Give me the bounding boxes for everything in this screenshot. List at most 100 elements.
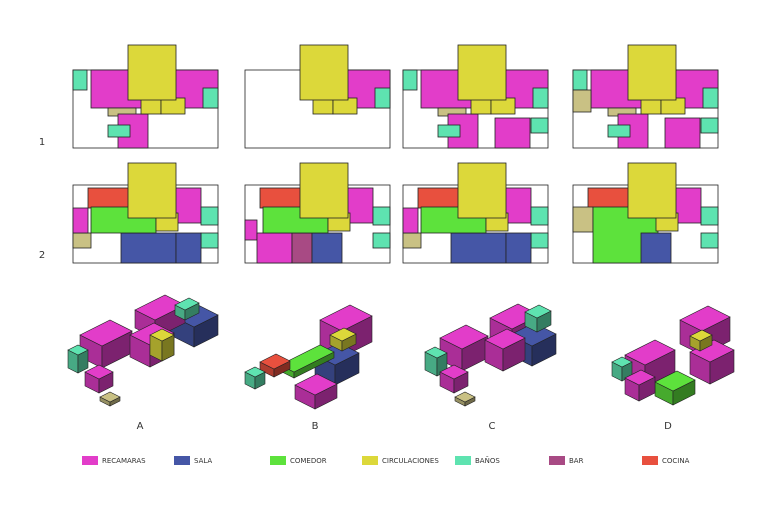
block-top: [259, 353, 291, 370]
block-top: [79, 319, 133, 347]
room: [374, 87, 391, 109]
column-label: D: [664, 421, 672, 432]
room: [120, 232, 177, 264]
block-top: [424, 346, 448, 359]
room: [256, 232, 293, 264]
room: [259, 187, 306, 209]
block-top: [319, 304, 373, 332]
room: [530, 232, 549, 249]
room: [572, 69, 588, 91]
room: [587, 187, 634, 209]
block-top: [454, 391, 476, 403]
block-top: [149, 328, 175, 342]
legend: RECAMARAS SALA COMEDOR CIRCULACIONES BAÑOS BA…: [82, 456, 690, 465]
room: [312, 97, 334, 115]
row-label: 1: [39, 137, 45, 148]
room: [127, 162, 177, 219]
room: [402, 207, 419, 234]
room: [660, 97, 686, 115]
block-top: [654, 370, 696, 392]
block-top: [624, 369, 656, 386]
block-top: [611, 356, 633, 368]
legend-label: COCINA: [662, 457, 690, 465]
room: [372, 206, 391, 226]
block-top: [689, 329, 713, 342]
room: [244, 219, 258, 241]
legend-swatch: [549, 456, 565, 465]
block-top: [294, 373, 338, 396]
column-label: A: [137, 421, 144, 432]
legend-label: BAR: [569, 457, 584, 465]
room: [457, 162, 507, 219]
legend-swatch: [270, 456, 286, 465]
room: [530, 117, 549, 134]
room: [72, 207, 89, 234]
room: [299, 162, 349, 219]
room: [700, 117, 719, 134]
room: [175, 232, 202, 264]
room: [530, 206, 549, 226]
room: [532, 87, 549, 109]
room: [437, 124, 461, 138]
room: [572, 206, 594, 233]
legend-swatch: [642, 456, 658, 465]
room: [160, 97, 186, 115]
room: [372, 232, 391, 249]
legend-swatch: [455, 456, 471, 465]
block-top: [524, 304, 552, 319]
block-top: [99, 391, 121, 403]
room: [640, 232, 672, 264]
room: [87, 187, 134, 209]
block-top: [439, 364, 469, 380]
block-top: [624, 339, 676, 366]
block-top: [84, 364, 114, 380]
legend-label: RECAMARAS: [102, 457, 146, 465]
room: [299, 44, 349, 101]
room: [607, 124, 631, 138]
block-top: [484, 328, 526, 350]
column-label: B: [312, 421, 319, 432]
room: [140, 97, 162, 115]
block-top: [67, 344, 89, 356]
room: [72, 232, 92, 249]
room: [627, 162, 677, 219]
room: [107, 124, 131, 138]
room: [505, 232, 532, 264]
room: [457, 44, 507, 101]
room: [470, 97, 492, 115]
room: [664, 117, 701, 149]
room: [700, 232, 719, 249]
room: [311, 232, 343, 264]
room: [702, 87, 719, 109]
room: [450, 232, 507, 264]
column-label: C: [489, 421, 496, 432]
row-label: 2: [39, 250, 45, 261]
room: [200, 206, 219, 226]
room: [402, 232, 422, 249]
legend-swatch: [82, 456, 98, 465]
legend-swatch: [362, 456, 378, 465]
room: [291, 232, 313, 264]
room: [640, 97, 662, 115]
room: [627, 44, 677, 101]
block-top: [174, 297, 200, 311]
room: [572, 89, 592, 113]
room: [490, 97, 516, 115]
block-top: [329, 327, 357, 342]
plans: [72, 44, 719, 264]
room: [417, 187, 464, 209]
legend-label: BAÑOS: [475, 456, 500, 465]
legend-label: CIRCULACIONES: [382, 457, 439, 465]
room: [202, 87, 219, 109]
room: [402, 69, 418, 91]
block-top: [439, 324, 489, 350]
isometrics: [67, 294, 735, 410]
room: [72, 69, 88, 91]
legend-label: COMEDOR: [290, 457, 327, 465]
legend-swatch: [174, 456, 190, 465]
block-top: [244, 366, 266, 378]
room: [700, 206, 719, 226]
room: [200, 232, 219, 249]
legend-label: SALA: [194, 457, 212, 465]
